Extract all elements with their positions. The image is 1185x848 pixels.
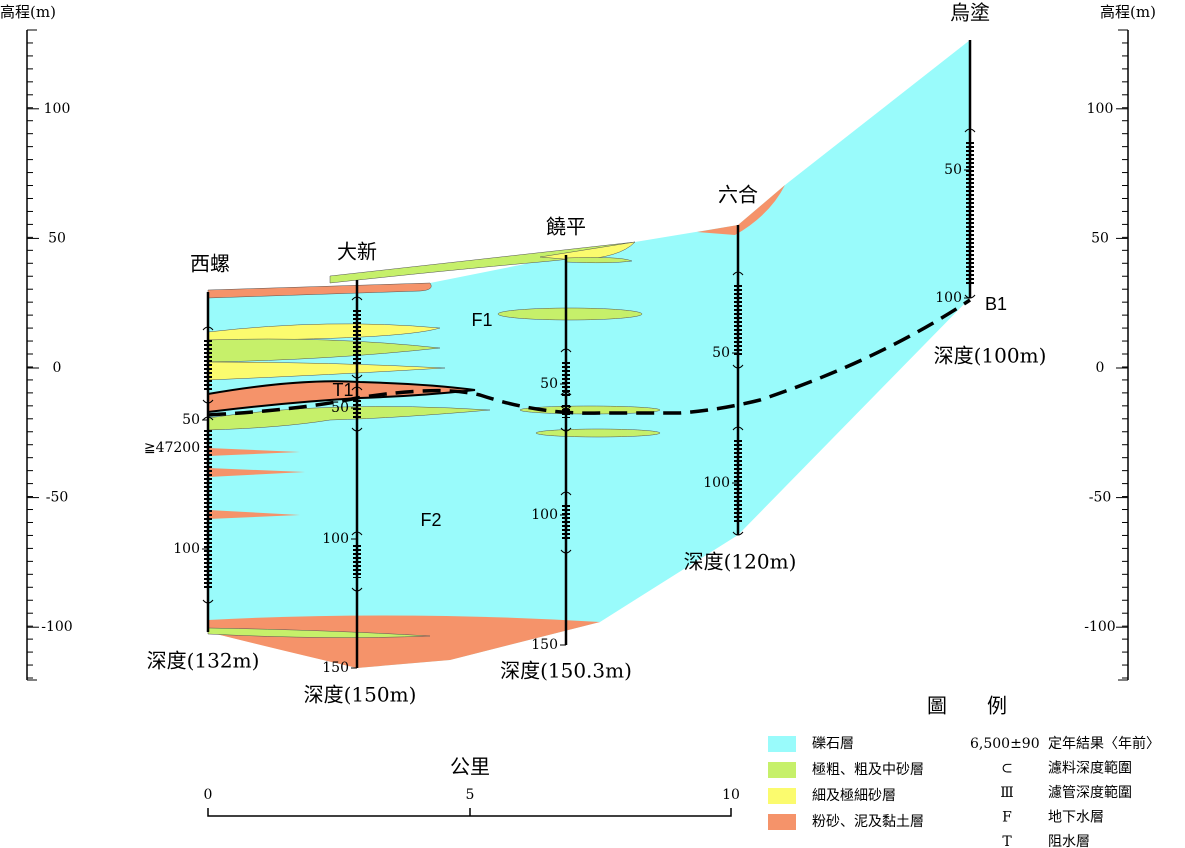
fine-sand-lens: [207, 361, 446, 381]
filter-bracket: [560, 391, 572, 432]
sand-lens: [207, 406, 491, 431]
axis-label: -50: [1089, 490, 1112, 506]
legend-title: 圖: [927, 694, 947, 718]
legend-swatch: [768, 814, 796, 830]
axis-title: 高程(m): [1100, 3, 1156, 21]
axis-label: 50: [1091, 230, 1109, 246]
axis-label: -100: [1084, 619, 1115, 635]
age-label: ≧47200: [144, 440, 200, 456]
scale-label: 0: [204, 787, 213, 803]
well-depth: 深度(150.3m): [500, 659, 632, 683]
legend-swatch: [768, 788, 796, 804]
sand-lens: [207, 627, 431, 638]
clay-lens: [697, 185, 785, 235]
legend-label: 濾管深度範圍: [1048, 784, 1132, 801]
well-name: 饒平: [546, 215, 586, 239]
axis-label: 0: [1096, 360, 1105, 376]
groundwater-boundary: [207, 298, 971, 417]
aquitard-label: T1: [332, 380, 353, 400]
scale-title: 公里: [450, 755, 490, 779]
axis-label: 0: [53, 360, 62, 376]
depth-label: 100: [935, 290, 962, 306]
clay-lens: [208, 615, 600, 668]
axis-title: 高程(m): [0, 3, 56, 21]
sand-lens: [207, 338, 441, 363]
legend-symbol: 6,500±90: [970, 736, 1040, 752]
filter-bracket: [202, 416, 214, 604]
clay-lens: [208, 448, 300, 456]
depth-label: 150: [322, 660, 349, 676]
legend-label: 礫石層: [812, 736, 854, 752]
well-depth: 深度(120m): [684, 550, 797, 574]
filter-bracket: [351, 531, 363, 592]
filter-bracket: [560, 491, 572, 554]
axis-label: 100: [44, 101, 71, 117]
sand-lens: [535, 428, 661, 438]
clay-lens: [207, 282, 432, 299]
scale-label: 5: [466, 787, 475, 803]
depth-label: 50: [331, 400, 349, 416]
legend-swatch: [768, 762, 796, 778]
filter-bracket: [351, 296, 363, 379]
depth-label: 50: [944, 162, 962, 178]
gravel-layer: [208, 40, 970, 668]
legend-symbol: Ⅲ: [1000, 785, 1014, 801]
legend-symbol: F: [1002, 810, 1012, 826]
well-name: 烏塗: [950, 1, 990, 25]
well-depth: 深度(132m): [147, 649, 260, 673]
scale-bar: [207, 808, 732, 817]
axis-label: -50: [46, 490, 69, 506]
legend-symbol: T: [1002, 834, 1012, 848]
depth-label: 100: [703, 475, 730, 491]
axis-label: 50: [48, 230, 66, 246]
depth-label: 100: [531, 507, 558, 523]
sand-lens: [565, 257, 633, 264]
legend-title: 例: [987, 694, 1007, 718]
aquifer-label: F1: [471, 310, 492, 330]
legend-label: 阻水層: [1048, 834, 1090, 848]
axis-label: -100: [41, 619, 72, 635]
legend-label: 地下水層: [1048, 810, 1104, 826]
depth-label: 150: [531, 637, 558, 653]
bedrock-label: B1: [985, 294, 1007, 314]
filter-bracket: [351, 386, 363, 432]
clay-lens: [207, 380, 476, 414]
legend-label: 定年結果〈年前〉: [1048, 735, 1160, 752]
depth-label: 100: [173, 541, 200, 557]
well-name: 大新: [337, 240, 377, 264]
scale-label: 10: [722, 787, 740, 803]
legend-symbol: ⊂: [1001, 761, 1013, 777]
legend-label: 細及極細砂層: [812, 788, 896, 804]
well-depth: 深度(150m): [304, 683, 417, 707]
legend-label: 粉砂、泥及黏土層: [812, 814, 924, 830]
depth-label: 100: [322, 531, 349, 547]
filter-bracket: [732, 271, 744, 369]
depth-label: 50: [182, 412, 200, 428]
legend-label: 濾料深度範圍: [1048, 760, 1132, 777]
filter-bracket: [732, 426, 744, 536]
well-name: 西螺: [190, 252, 230, 276]
well-depth: 深度(100m): [934, 344, 1047, 368]
aquifer-label: F2: [420, 510, 441, 530]
filter-bracket: [202, 326, 214, 404]
clay-lens: [208, 510, 300, 519]
legend-swatch: [768, 736, 796, 752]
well-name: 六合: [718, 183, 758, 207]
clay-lens: [208, 468, 305, 477]
depth-label: 50: [540, 376, 558, 392]
legend-label: 極粗、粗及中砂層: [812, 762, 924, 778]
strata: [207, 40, 971, 668]
sand-lens: [497, 307, 643, 321]
axis-label: 100: [1087, 101, 1114, 117]
depth-label: 50: [712, 345, 730, 361]
